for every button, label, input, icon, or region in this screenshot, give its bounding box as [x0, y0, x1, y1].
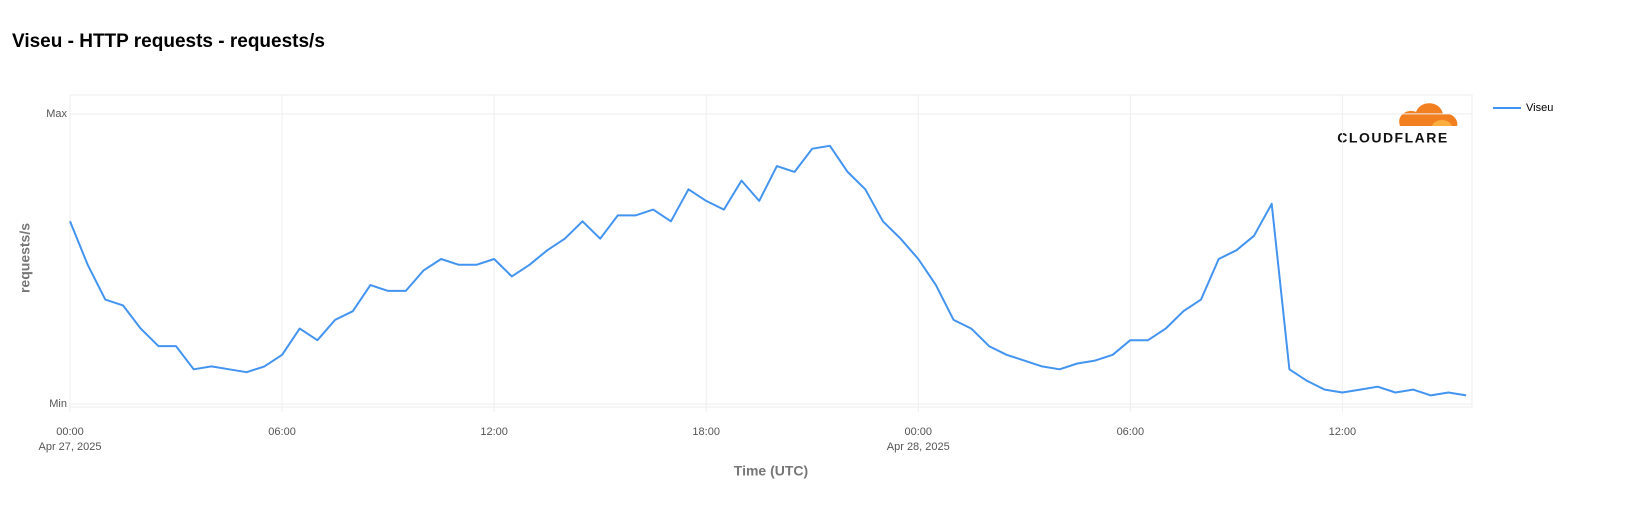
plot-frame [69, 94, 1473, 408]
x-tick-date: Apr 27, 2025 [39, 441, 102, 453]
x-tick-label: 18:00 [692, 426, 720, 438]
x-tick-label: 06:00 [1117, 426, 1145, 438]
legend-label: Viseu [1526, 102, 1553, 114]
x-tick-label: 12:00 [1329, 426, 1357, 438]
x-tick-label: 00:00 [56, 426, 84, 438]
y-tick-label: Max [46, 108, 67, 120]
logo-text: CLOUDFLARE [1337, 130, 1448, 146]
logo-cloud [1432, 119, 1452, 126]
y-tick-label: Min [49, 398, 67, 410]
x-tick-label: 06:00 [268, 426, 296, 438]
x-tick-date: Apr 28, 2025 [887, 441, 950, 453]
y-axis-label: requests/s [17, 223, 33, 293]
data-line [69, 144, 1467, 397]
x-tick-label: 00:00 [905, 426, 933, 438]
chart-title: Viseu - HTTP requests - requests/s [12, 31, 325, 52]
x-tick-label: 12:00 [480, 426, 508, 438]
x-axis-label: Time (UTC) [734, 463, 808, 479]
logo: CLOUDFLARE [1337, 103, 1458, 146]
